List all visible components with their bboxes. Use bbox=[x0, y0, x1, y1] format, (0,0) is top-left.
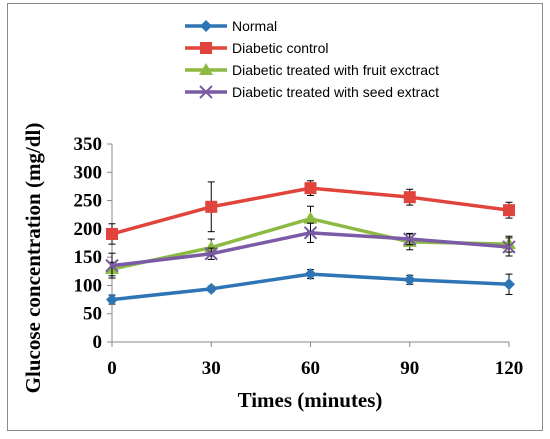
legend-swatch-marker bbox=[199, 85, 213, 99]
y-axis-title: Glucose concentration (mg/dl) bbox=[21, 123, 45, 394]
y-tick-label: 250 bbox=[74, 191, 103, 212]
y-tick-label: 300 bbox=[74, 162, 103, 183]
data-point bbox=[503, 204, 515, 217]
data-point bbox=[105, 258, 119, 273]
y-tick-label: 350 bbox=[74, 134, 103, 155]
legend-swatch-marker bbox=[199, 63, 213, 75]
y-tick-label: 0 bbox=[93, 332, 103, 353]
data-point bbox=[205, 200, 218, 213]
legend-label: Normal bbox=[232, 18, 277, 34]
data-point bbox=[502, 240, 516, 254]
data-point bbox=[205, 282, 218, 295]
data-point bbox=[304, 268, 317, 281]
x-tick-label: 60 bbox=[301, 358, 320, 379]
legend-label: Diabetic treated with seed extract bbox=[232, 84, 439, 100]
x-axis-title: Times (minutes) bbox=[238, 388, 383, 412]
legend-label: Diabetic control bbox=[232, 40, 329, 56]
data-point bbox=[106, 227, 118, 240]
legend: Normal Diabetic control Diabetic treated w… bbox=[185, 18, 439, 100]
series-4 bbox=[105, 222, 516, 279]
data-point bbox=[403, 273, 416, 286]
y-tick-label: 200 bbox=[74, 219, 103, 240]
y-tick-label: 150 bbox=[74, 247, 103, 268]
data-point bbox=[503, 278, 515, 291]
plot-area bbox=[105, 180, 516, 306]
data-point bbox=[304, 182, 317, 195]
series-1 bbox=[106, 268, 515, 306]
data-point bbox=[106, 293, 118, 306]
x-tick-label: 30 bbox=[202, 358, 221, 379]
x-tick-label: 120 bbox=[495, 358, 524, 379]
legend-item-4: Diabetic treated with seed extract bbox=[185, 84, 439, 100]
data-point bbox=[204, 247, 218, 261]
series-2 bbox=[106, 180, 515, 245]
axes: 0 50 100 150 200 250 300 350 0 30 60 90 120 bbox=[74, 134, 524, 379]
legend-label: Diabetic treated with fruit exctract bbox=[232, 62, 439, 78]
x-tick-label: 0 bbox=[107, 358, 117, 379]
y-tick-label: 50 bbox=[83, 304, 102, 325]
data-point bbox=[403, 191, 416, 204]
legend-item-1: Normal bbox=[185, 18, 277, 34]
data-point bbox=[403, 232, 417, 246]
legend-swatch-marker bbox=[200, 20, 212, 32]
legend-item-3: Diabetic treated with fruit exctract bbox=[185, 62, 439, 78]
legend-item-2: Diabetic control bbox=[185, 40, 329, 56]
y-tick-label: 100 bbox=[74, 275, 103, 296]
x-tick-label: 90 bbox=[400, 358, 419, 379]
chart-frame bbox=[7, 3, 543, 431]
data-point bbox=[303, 211, 318, 224]
data-point bbox=[303, 226, 318, 240]
legend-swatch-marker bbox=[200, 42, 212, 54]
